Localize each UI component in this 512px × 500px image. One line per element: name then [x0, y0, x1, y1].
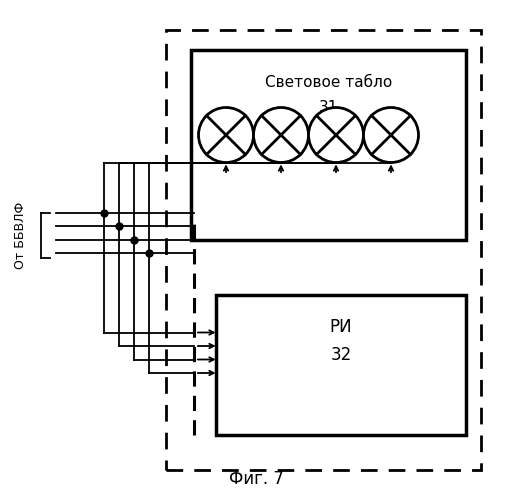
Bar	[191, 50, 466, 240]
Text: Световое табло: Световое табло	[265, 75, 392, 90]
Circle shape	[253, 108, 309, 162]
Bar	[216, 295, 466, 435]
Text: 32: 32	[330, 346, 352, 364]
Bar	[166, 30, 481, 470]
Circle shape	[364, 108, 418, 162]
Circle shape	[199, 108, 253, 162]
Circle shape	[309, 108, 364, 162]
Text: От ББВЛФ: От ББВЛФ	[14, 202, 28, 268]
Text: РИ: РИ	[330, 318, 352, 336]
Text: 31: 31	[319, 100, 338, 115]
Text: Фиг. 7: Фиг. 7	[228, 470, 284, 488]
